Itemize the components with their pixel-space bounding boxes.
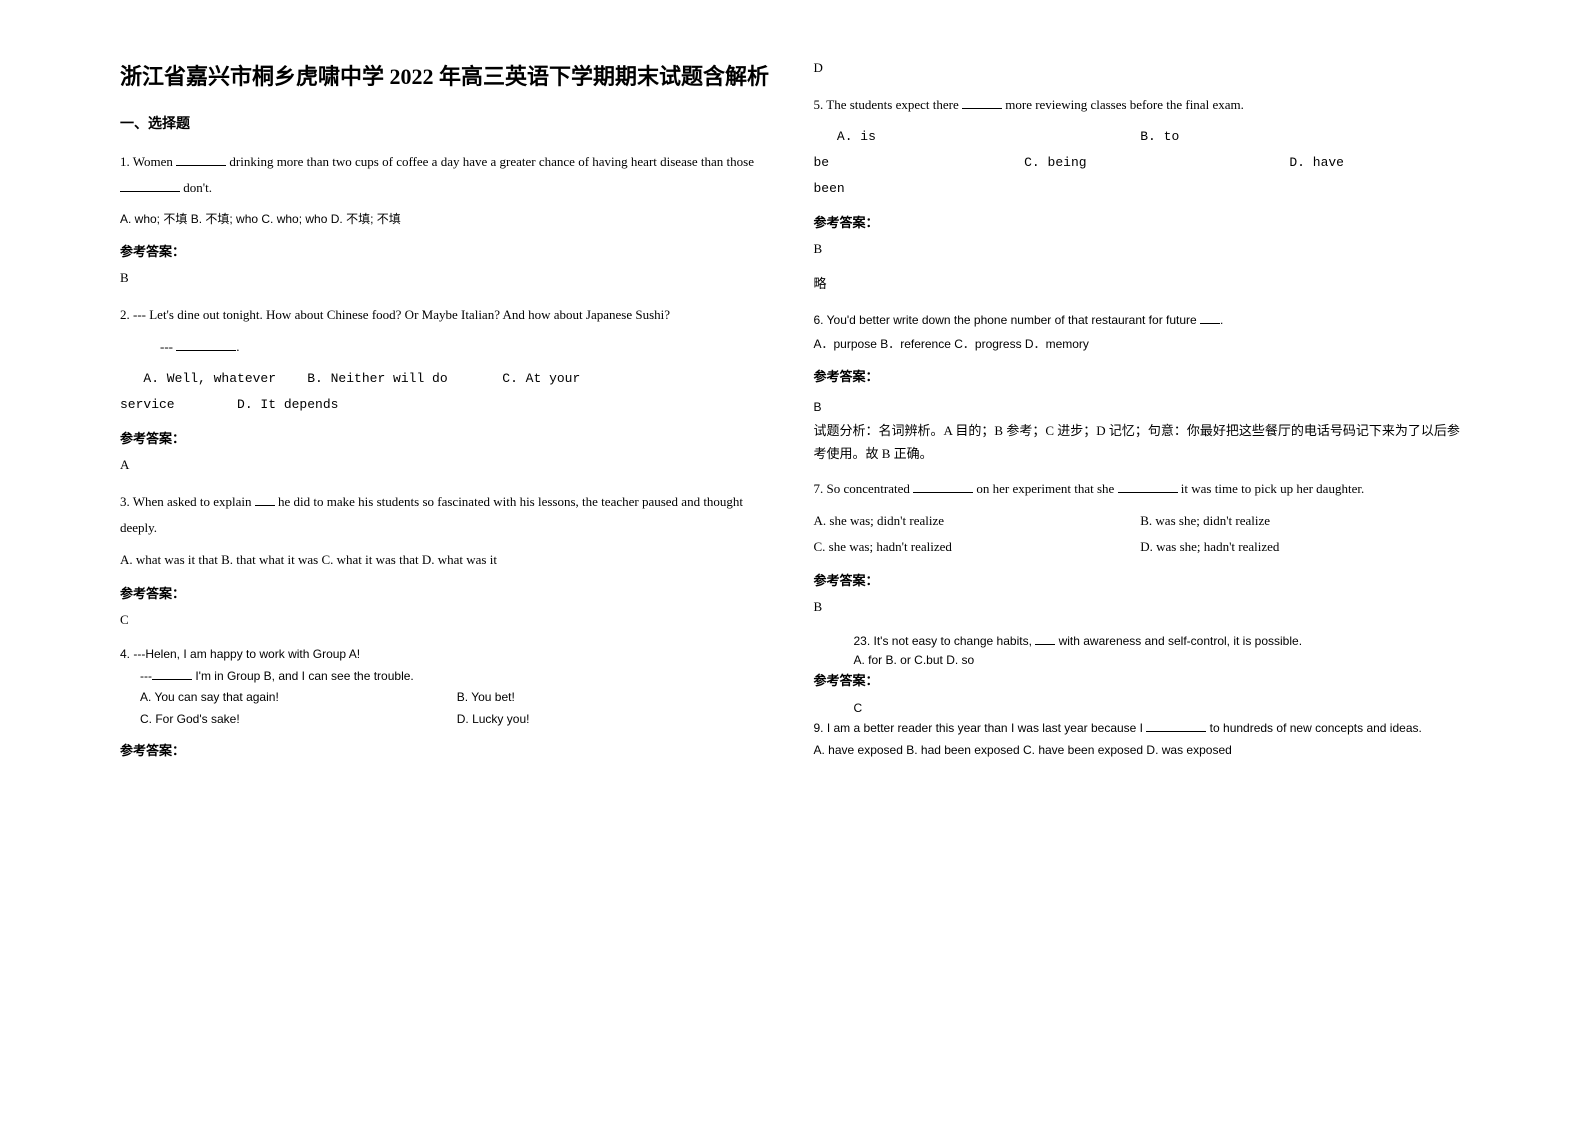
question-1: 1. Women drinking more than two cups of …	[120, 149, 774, 201]
q3-answer: C	[120, 612, 774, 628]
q7-text-c: it was time to pick up her daughter.	[1178, 481, 1365, 496]
q2-response: --- .	[120, 334, 774, 360]
answer-label: 参考答案：	[814, 570, 1468, 589]
q4-optB: B. You bet!	[457, 687, 774, 709]
q1-answer: B	[120, 270, 774, 286]
q5-opts-row1: A. is B. to	[814, 124, 1468, 150]
blank	[1035, 631, 1055, 645]
q6-options: A．purpose B．reference C．progress D．memor…	[814, 332, 1468, 356]
q6-analysis: 试题分析：名词辨析。A 目的；B 参考；C 进步；D 记忆；句意：你最好把这些餐…	[814, 419, 1468, 466]
right-column: D 5. The students expect there more revi…	[794, 60, 1488, 1062]
q5-optB: B. to	[1140, 124, 1467, 150]
q7-opts-row1: A. she was; didn't realize B. was she; d…	[814, 508, 1468, 534]
q9-text-a: 9. I am a better reader this year than I…	[814, 721, 1147, 735]
blank	[176, 337, 236, 351]
q9-text-b: to hundreds of new concepts and ideas.	[1206, 721, 1421, 735]
q7-optA: A. she was; didn't realize	[814, 508, 1141, 534]
document-title: 浙江省嘉兴市桐乡虎啸中学 2022 年高三英语下学期期末试题含解析	[120, 60, 774, 93]
answer-label: 参考答案：	[814, 670, 1468, 689]
q4-optA: A. You can say that again!	[140, 687, 457, 709]
q1-text-c: don't.	[180, 180, 212, 195]
question-9: 9. I am a better reader this year than I…	[814, 718, 1468, 740]
answer-label: 参考答案：	[120, 428, 774, 447]
q5-answer: B	[814, 241, 1468, 257]
blank	[255, 492, 275, 506]
blank	[120, 178, 180, 192]
q8-text-b: with awareness and self-control, it is p…	[1055, 634, 1302, 648]
q6-answer: B	[814, 395, 1468, 419]
question-3: 3. When asked to explain he did to make …	[120, 489, 774, 541]
q7-optD: D. was she; hadn't realized	[1140, 534, 1467, 560]
q4-optD: D. Lucky you!	[457, 709, 774, 731]
section-heading: 一、选择题	[120, 113, 774, 133]
q4-opts-row2: C. For God's sake! D. Lucky you!	[120, 709, 774, 731]
q3-options: A. what was it that B. that what it was …	[120, 547, 774, 573]
blank	[962, 95, 1002, 109]
q2-opt2: service D. It depends	[120, 392, 774, 418]
question-8: 23. It's not easy to change habits, with…	[814, 631, 1468, 651]
blank	[1118, 479, 1178, 493]
q3-text-a: 3. When asked to explain	[120, 494, 255, 509]
q9-options: A. have exposed B. had been exposed C. h…	[814, 740, 1468, 762]
question-5: 5. The students expect there more review…	[814, 92, 1468, 118]
q8-answer: C	[814, 699, 1468, 718]
q4-l2a: ---	[140, 669, 152, 683]
q5-optA: A. is	[814, 124, 1141, 150]
answer-label: 参考答案：	[120, 241, 774, 260]
q1-options: A. who; 不填 B. 不填; who C. who; who D. 不填;…	[120, 207, 774, 231]
blank	[1200, 310, 1220, 324]
answer-label: 参考答案：	[814, 366, 1468, 385]
q7-text-b: on her experiment that she	[973, 481, 1117, 496]
q5-omit: 略	[814, 273, 1468, 292]
q4-l2b: I'm in Group B, and I can see the troubl…	[192, 669, 414, 683]
q8-text-a: 23. It's not easy to change habits,	[854, 634, 1036, 648]
q2-dash: ---	[160, 339, 176, 354]
q4-optC: C. For God's sake!	[140, 709, 457, 731]
q5-line3: been	[814, 176, 1468, 202]
q8-options: A. for B. or C.but D. so	[814, 651, 1468, 670]
q7-optC: C. she was; hadn't realized	[814, 534, 1141, 560]
q7-optB: B. was she; didn't realize	[1140, 508, 1467, 534]
q4-opts-row1: A. You can say that again! B. You bet!	[120, 687, 774, 709]
q7-text-a: 7. So concentrated	[814, 481, 914, 496]
q5-text-b: more reviewing classes before the final …	[1002, 97, 1244, 112]
q5-line2: be C. being D. have	[814, 150, 1468, 176]
question-7: 7. So concentrated on her experiment tha…	[814, 476, 1468, 502]
answer-label: 参考答案：	[120, 740, 774, 759]
q5-text-a: 5. The students expect there	[814, 97, 963, 112]
q1-text-a: 1. Women	[120, 154, 176, 169]
question-2: 2. --- Let's dine out tonight. How about…	[120, 302, 774, 328]
question-4-line1: 4. ---Helen, I am happy to work with Gro…	[120, 644, 774, 666]
answer-label: 参考答案：	[120, 583, 774, 602]
q6-text-a: 6. You'd better write down the phone num…	[814, 313, 1201, 327]
blank	[1146, 718, 1206, 732]
q2-opt1: A. Well, whatever B. Neither will do C. …	[120, 366, 774, 392]
q4-answer: D	[814, 60, 1468, 76]
blank	[176, 152, 226, 166]
q2-answer: A	[120, 457, 774, 473]
q2-dot: .	[236, 339, 239, 354]
question-6: 6. You'd better write down the phone num…	[814, 308, 1468, 332]
blank	[152, 666, 192, 680]
answer-label: 参考答案：	[814, 212, 1468, 231]
blank	[913, 479, 973, 493]
q6-text-b: .	[1220, 313, 1223, 327]
q1-text-b: drinking more than two cups of coffee a …	[226, 154, 754, 169]
q7-opts-row2: C. she was; hadn't realized D. was she; …	[814, 534, 1468, 560]
left-column: 浙江省嘉兴市桐乡虎啸中学 2022 年高三英语下学期期末试题含解析 一、选择题 …	[100, 60, 794, 1062]
question-4-line2: --- I'm in Group B, and I can see the tr…	[120, 666, 774, 688]
q2-text: 2. --- Let's dine out tonight. How about…	[120, 307, 670, 322]
q7-answer: B	[814, 599, 1468, 615]
